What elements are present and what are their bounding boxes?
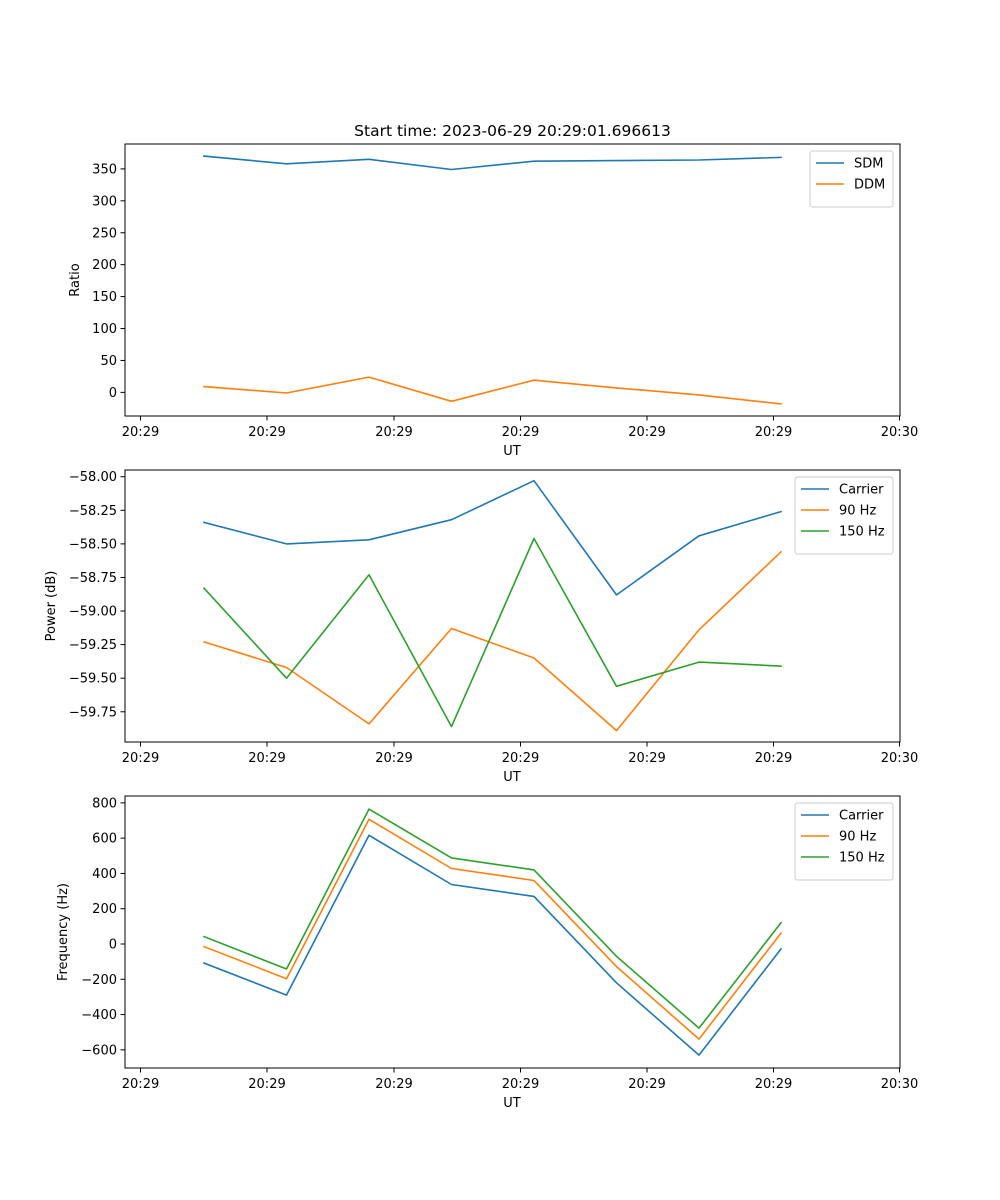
y-tick-label: −58.00 [69,470,117,485]
y-tick-label: 400 [92,867,117,882]
x-tick-label: 20:29 [502,1077,539,1092]
y-tick-label: 200 [92,902,117,917]
x-tick-label: 20:29 [122,1077,159,1092]
x-tick-label: 20:29 [628,1077,665,1092]
y-tick-label: −59.75 [69,705,117,720]
legend: SDM DDM [809,150,894,208]
series-line-90-hz [202,550,783,732]
y-tick-label: −200 [81,973,117,988]
series-line-carrier [202,834,783,1056]
legend-box [809,150,894,208]
x-tick-label: 20:30 [881,425,918,440]
x-tick-label: 20:29 [502,751,539,766]
y-axis-label: Frequency (Hz) [56,883,71,981]
legend-entry-label: 90 Hz [839,830,876,845]
series-line-carrier [203,479,782,596]
series-line-sdm [203,155,782,171]
x-tick-label: 20:29 [755,751,792,766]
axes-frame [124,143,901,417]
y-tick-label: 200 [92,258,117,273]
y-tick-label: 350 [92,162,117,177]
y-tick-label: 0 [109,937,117,952]
x-tick-label: 20:29 [122,425,159,440]
y-axis-label: Power (dB) [44,571,59,642]
y-tick-label: −400 [81,1008,117,1023]
legend: Carrier 90 Hz 150 Hz [794,802,894,881]
y-tick-label: −600 [81,1043,117,1058]
legend: Carrier 90 Hz 150 Hz [794,476,894,555]
legend-box [794,476,894,555]
legend-entry-label: 150 Hz [839,525,885,540]
series-line-150-hz [202,537,782,728]
y-tick-label: 300 [92,194,117,209]
y-tick-label: −58.75 [69,571,117,586]
series-line-90-hz [202,818,783,1040]
axes-frame [124,795,901,1069]
y-axis-label: Ratio [68,263,83,296]
legend-entry-label: 150 Hz [839,851,885,866]
legend-entry-label: SDM [854,157,883,172]
x-tick-label: 20:29 [502,425,539,440]
y-tick-label: 50 [100,354,117,369]
y-tick-label: 0 [109,386,117,401]
x-tick-label: 20:29 [248,751,285,766]
legend-entry-label: 90 Hz [839,504,876,519]
subplot-1: 20:29 20:29 20:29 20:29 20:29 20:29 20:30 0 50 10… [68,143,918,459]
x-axis-label: UT [503,444,521,459]
x-tick-label: 20:29 [248,425,285,440]
x-tick-label: 20:29 [248,1077,285,1092]
subplot-3: 20:29 20:29 20:29 20:29 20:29 20:29 20:30 −600 −… [56,795,918,1111]
legend-entry-label: DDM [854,178,885,193]
y-tick-label: 800 [92,796,117,811]
x-axis-label: UT [503,1096,521,1111]
y-tick-label: 100 [92,322,117,337]
plots-container: 20:29 20:29 20:29 20:29 20:29 20:29 20:30 0 50 10… [44,143,918,1111]
y-tick-label: −59.00 [69,605,117,620]
y-tick-label: 250 [92,226,117,241]
x-axis-label: UT [503,770,521,785]
series-line-ddm [203,376,782,405]
y-tick-label: −58.50 [69,537,117,552]
x-tick-label: 20:29 [122,751,159,766]
x-tick-label: 20:29 [375,751,412,766]
x-tick-label: 20:30 [881,751,918,766]
x-tick-label: 20:29 [628,425,665,440]
y-tick-label: −59.25 [69,638,117,653]
axes-frame [124,469,901,743]
x-tick-label: 20:29 [628,751,665,766]
y-tick-label: 600 [92,832,117,847]
legend-entry-label: Carrier [839,483,884,498]
legend-box [794,802,894,881]
x-tick-label: 20:29 [375,425,412,440]
subplot-2: 20:29 20:29 20:29 20:29 20:29 20:29 20:30 −59.7… [44,469,918,785]
y-tick-label: −59.50 [69,672,117,687]
y-tick-label: 150 [92,290,117,305]
figure-title: Start time: 2023-06-29 20:29:01.696613 [354,122,671,140]
x-tick-label: 20:29 [375,1077,412,1092]
series-line-150-hz [202,808,783,1029]
x-tick-label: 20:30 [881,1077,918,1092]
x-tick-label: 20:29 [755,425,792,440]
legend-entry-label: Carrier [839,809,884,824]
x-tick-label: 20:29 [755,1077,792,1092]
y-tick-label: −58.25 [69,504,117,519]
